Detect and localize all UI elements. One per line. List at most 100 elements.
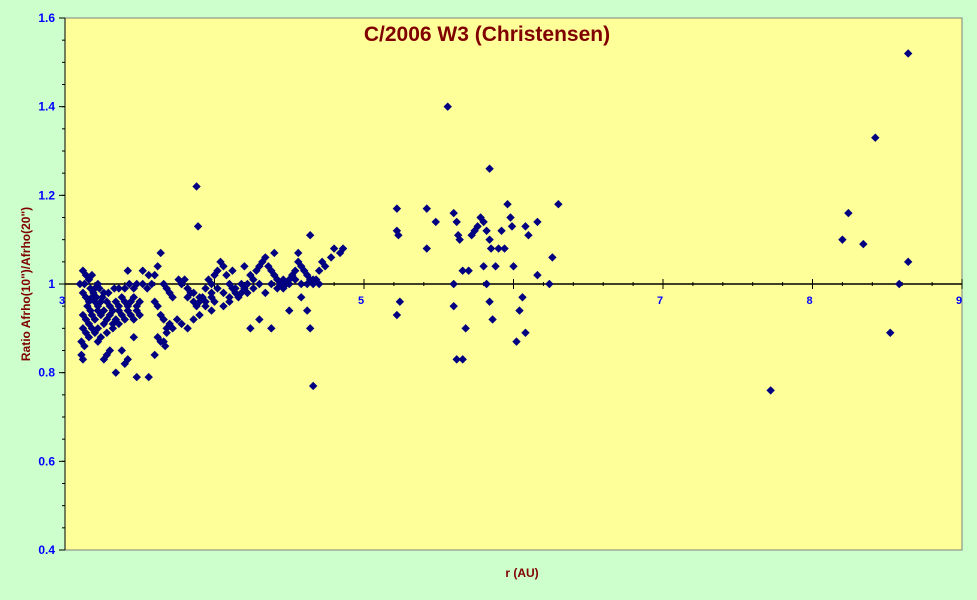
x-tick-label: 5 xyxy=(358,295,364,307)
data-point xyxy=(506,213,515,222)
data-point xyxy=(125,279,134,289)
data-point xyxy=(261,253,270,262)
data-point xyxy=(132,372,141,382)
data-point xyxy=(844,208,853,218)
data-point xyxy=(144,372,153,382)
data-point xyxy=(129,333,138,342)
data-point xyxy=(162,324,171,333)
data-point xyxy=(291,275,300,284)
data-point xyxy=(394,231,403,240)
data-point xyxy=(78,355,88,364)
data-point xyxy=(219,301,228,311)
x-tick-label: 8 xyxy=(806,295,812,307)
data-point xyxy=(105,301,115,311)
data-point xyxy=(308,381,318,391)
data-point xyxy=(138,266,147,275)
data-point xyxy=(150,270,159,280)
data-point xyxy=(189,315,198,324)
data-point xyxy=(114,319,124,329)
data-point xyxy=(237,288,246,298)
data-point xyxy=(96,310,106,320)
data-point xyxy=(392,204,402,213)
data-point xyxy=(452,217,461,227)
data-point xyxy=(422,204,431,213)
data-point xyxy=(183,284,192,293)
data-point xyxy=(237,279,246,289)
data-point xyxy=(255,315,264,324)
data-point xyxy=(267,279,276,289)
data-point xyxy=(249,275,258,284)
data-point xyxy=(507,222,517,231)
data-point xyxy=(503,200,512,209)
data-point xyxy=(486,244,496,253)
data-point xyxy=(443,102,452,111)
data-point xyxy=(320,262,330,271)
y-tick-label: 1.4 xyxy=(38,100,55,114)
data-point xyxy=(207,288,216,298)
data-point xyxy=(135,310,144,320)
data-point xyxy=(766,386,775,395)
data-point xyxy=(95,284,104,293)
data-point xyxy=(494,244,503,253)
data-point xyxy=(75,279,85,289)
data-point xyxy=(482,226,491,235)
data-point xyxy=(255,279,264,289)
y-tick-label: 0.8 xyxy=(38,366,55,380)
data-point xyxy=(150,350,159,360)
data-point xyxy=(177,279,186,289)
data-point xyxy=(422,244,431,253)
data-point xyxy=(195,310,204,320)
data-point xyxy=(80,279,89,289)
data-point xyxy=(548,253,557,262)
data-point xyxy=(96,297,106,306)
data-point xyxy=(86,306,95,315)
data-point xyxy=(120,284,129,293)
data-point xyxy=(455,235,464,244)
data-point xyxy=(117,293,127,302)
data-point xyxy=(500,244,509,253)
data-point xyxy=(458,355,467,364)
data-point xyxy=(143,284,152,293)
data-point xyxy=(338,244,348,253)
data-point xyxy=(305,231,315,240)
data-point xyxy=(153,301,162,311)
data-point xyxy=(449,301,458,311)
data-point xyxy=(132,279,141,289)
data-point xyxy=(485,297,494,306)
data-point xyxy=(297,279,306,289)
data-point xyxy=(207,279,216,289)
data-point xyxy=(111,368,121,377)
data-point xyxy=(126,297,135,306)
data-point xyxy=(153,262,162,271)
data-point xyxy=(308,275,318,284)
data-point xyxy=(84,333,94,342)
data-point xyxy=(485,164,494,173)
data-point xyxy=(201,297,210,306)
data-point xyxy=(123,266,132,275)
data-point xyxy=(104,288,113,298)
data-point xyxy=(162,328,171,337)
data-point xyxy=(240,262,249,271)
data-point xyxy=(135,297,144,306)
data-point xyxy=(210,297,219,306)
data-point xyxy=(246,324,255,333)
data-point xyxy=(99,288,109,298)
data-point xyxy=(273,284,282,293)
data-point xyxy=(168,293,177,302)
data-point xyxy=(138,279,147,289)
data-point xyxy=(395,297,405,306)
data-point xyxy=(222,270,231,280)
data-point xyxy=(105,346,115,355)
data-point xyxy=(294,248,303,258)
data-point xyxy=(195,293,204,302)
data-point xyxy=(183,324,192,333)
data-point xyxy=(314,279,324,289)
data-point xyxy=(329,244,339,253)
data-point xyxy=(479,217,488,227)
data-point xyxy=(120,315,129,324)
data-point xyxy=(326,253,336,262)
data-point xyxy=(449,208,458,218)
data-point xyxy=(231,284,240,293)
data-point xyxy=(213,266,222,275)
data-point xyxy=(80,341,89,351)
